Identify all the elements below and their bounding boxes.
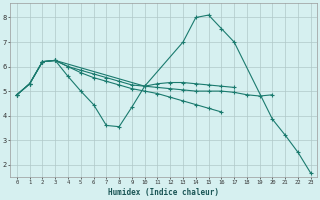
X-axis label: Humidex (Indice chaleur): Humidex (Indice chaleur) bbox=[108, 188, 220, 197]
